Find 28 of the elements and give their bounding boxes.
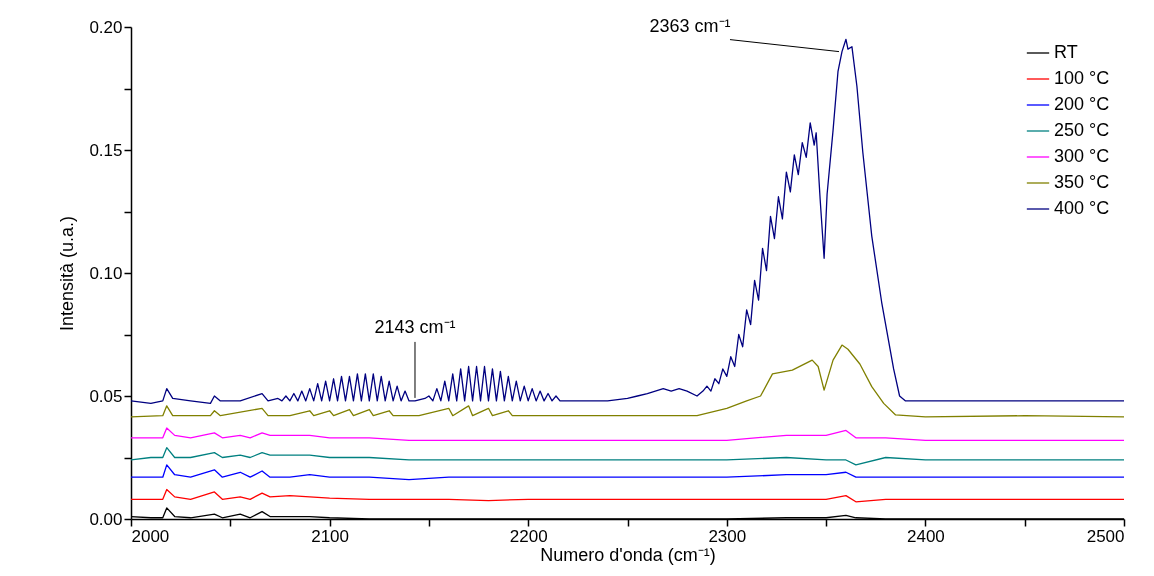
line-series (131, 38, 1124, 405)
y-axis-title: Intensità (u.a.) (57, 215, 78, 332)
legend-label: 350 °C (1054, 172, 1110, 192)
y-tick-label: 0.05 (89, 386, 123, 406)
y-tick-label: 0.10 (89, 263, 123, 283)
line-series (131, 488, 1124, 503)
legend-label: 400 °C (1054, 198, 1110, 218)
annotation: 2363 cm⁻¹ (649, 15, 731, 36)
legend-label: 100 °C (1054, 68, 1110, 88)
x-tick-label: 2300 (708, 526, 747, 546)
x-tick-label: 2500 (1086, 526, 1125, 546)
line-series (131, 344, 1124, 418)
annotation: 2143 cm⁻¹ (374, 316, 456, 337)
x-axis-title: Numero d'onda (cm⁻¹) (540, 544, 716, 565)
legend-label: 300 °C (1054, 146, 1110, 166)
x-tick-label: 2200 (509, 526, 548, 546)
y-tick-label: 0.15 (89, 140, 123, 160)
x-tick-label: 2400 (906, 526, 945, 546)
x-tick-label: 2000 (131, 526, 170, 546)
legend-label: 200 °C (1054, 94, 1110, 114)
line-series (131, 427, 1124, 441)
x-tick-label: 2100 (311, 526, 350, 546)
line-series (131, 464, 1124, 481)
y-tick-label: 0.20 (89, 17, 123, 37)
line-series (131, 447, 1124, 466)
legend-label: RT (1054, 42, 1078, 62)
y-tick-label: 0.00 (89, 509, 123, 529)
legend-label: 250 °C (1054, 120, 1110, 140)
